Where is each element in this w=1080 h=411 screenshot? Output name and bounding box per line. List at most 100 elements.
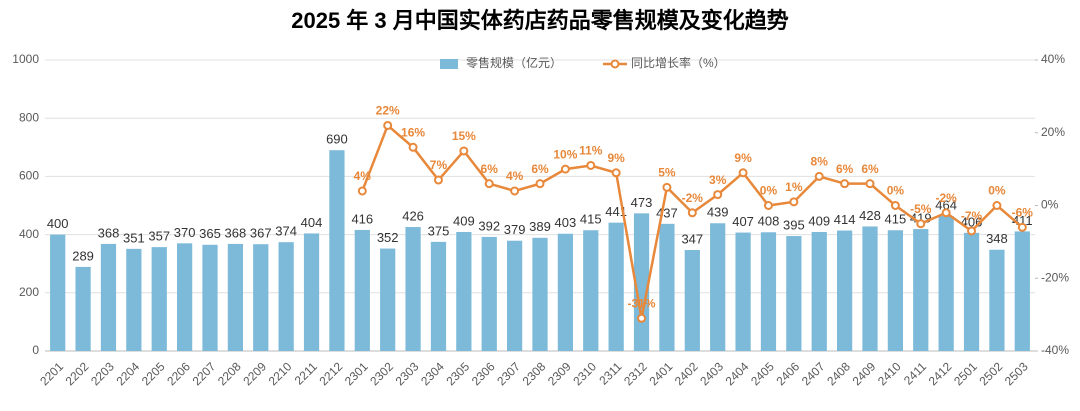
line-point: [459, 146, 469, 156]
line-point: [662, 182, 672, 192]
line-point: [992, 201, 1002, 210]
bar-value-label: 367: [250, 226, 272, 241]
bar: [126, 248, 142, 351]
x-tick-label: 2303: [393, 359, 422, 388]
bar: [380, 248, 396, 351]
y-tick-label: 200: [19, 285, 39, 299]
x-tick-label: 2208: [215, 359, 244, 388]
bar-value-label: 352: [377, 230, 399, 245]
line-value-label: 4%: [506, 169, 524, 183]
bar: [1014, 231, 1030, 351]
bar-value-label: 395: [783, 217, 805, 232]
x-tick-label: 2209: [240, 359, 269, 388]
bar-value-label: 357: [148, 229, 170, 244]
bar-value-label: 348: [986, 231, 1008, 246]
bar: [557, 233, 573, 351]
legend-swatch: [440, 59, 458, 69]
line-value-label: 0%: [760, 184, 778, 198]
line-value-label: 7%: [430, 158, 448, 172]
bar: [532, 237, 548, 351]
line-value-label: 6%: [481, 162, 499, 176]
legend-label: 同比增长率（%）: [631, 55, 726, 70]
y2-tick-label: -40%: [1041, 343, 1069, 357]
bar-value-label: 404: [301, 215, 323, 230]
line-point: [586, 160, 596, 170]
x-tick-label: 2307: [494, 359, 523, 388]
line-value-label: 16%: [401, 125, 425, 139]
bar: [100, 243, 117, 351]
x-tick-label: 2501: [951, 359, 980, 388]
line-value-label: -6%: [1012, 205, 1034, 219]
bar-value-label: 415: [580, 212, 602, 227]
bar-value-label: 439: [707, 205, 729, 220]
line-point: [560, 164, 570, 174]
bar: [405, 227, 421, 351]
x-tick-label: 2205: [139, 359, 168, 388]
line-point: [941, 208, 951, 218]
line-value-label: 8%: [811, 155, 829, 169]
bar-value-label: 374: [275, 224, 297, 239]
line-point: [967, 226, 977, 236]
line-point: [484, 179, 494, 189]
bar-value-label: 409: [808, 213, 830, 228]
line-point: [383, 120, 393, 130]
x-tick-label: 2410: [875, 359, 904, 388]
bar-value-label: 289: [72, 248, 94, 263]
bar: [760, 232, 777, 351]
bar: [354, 229, 370, 351]
x-tick-label: 2210: [266, 359, 295, 388]
bar: [177, 243, 193, 351]
line-point: [763, 201, 773, 210]
bar: [684, 250, 700, 351]
bar-value-label: 437: [656, 205, 678, 220]
line-point: [408, 142, 418, 152]
bar: [507, 240, 523, 351]
bar-value-label: 407: [732, 214, 754, 229]
line-point: [433, 175, 443, 185]
bar-value-label: 408: [758, 214, 780, 229]
line-value-label: 3%: [709, 173, 727, 187]
bar: [913, 229, 929, 351]
y-tick-label: 800: [19, 110, 39, 124]
line-point: [916, 219, 926, 229]
bar: [481, 236, 497, 351]
bar: [456, 231, 472, 351]
x-tick-label: 2401: [647, 359, 676, 388]
x-tick-label: 2309: [545, 359, 574, 388]
bar: [862, 226, 878, 351]
bar-value-label: 400: [47, 216, 69, 231]
bar: [202, 244, 218, 351]
bar-value-label: 403: [555, 215, 577, 230]
x-tick-label: 2304: [418, 359, 447, 388]
line-value-label: 15%: [452, 129, 476, 143]
x-tick-label: 2412: [926, 359, 955, 388]
bar: [608, 222, 624, 351]
bar: [430, 241, 447, 351]
line-value-label: 0%: [988, 184, 1006, 198]
bar: [735, 232, 751, 351]
x-tick-label: 2403: [697, 359, 726, 388]
line-value-label: -5%: [910, 202, 932, 216]
line-point: [865, 179, 875, 189]
x-tick-label: 2302: [367, 359, 396, 388]
line-value-label: 6%: [531, 162, 549, 176]
line-value-label: 1%: [785, 180, 803, 194]
bar: [837, 230, 853, 351]
x-tick-label: 2503: [1002, 359, 1031, 388]
x-tick-label: 2402: [672, 359, 701, 388]
x-tick-label: 2404: [723, 359, 752, 388]
line-point: [713, 190, 723, 200]
line-value-label: 4%: [354, 169, 372, 183]
x-tick-label: 2207: [190, 359, 219, 388]
line-value-label: 6%: [836, 162, 854, 176]
bar: [151, 247, 167, 351]
line-point: [637, 313, 647, 323]
bar-value-label: 428: [859, 208, 881, 223]
bar: [303, 233, 320, 351]
x-tick-label: 2306: [469, 359, 498, 388]
legend-swatch: [610, 59, 620, 69]
x-tick-label: 2206: [164, 359, 193, 388]
bar: [989, 249, 1005, 351]
line-point: [535, 179, 545, 189]
